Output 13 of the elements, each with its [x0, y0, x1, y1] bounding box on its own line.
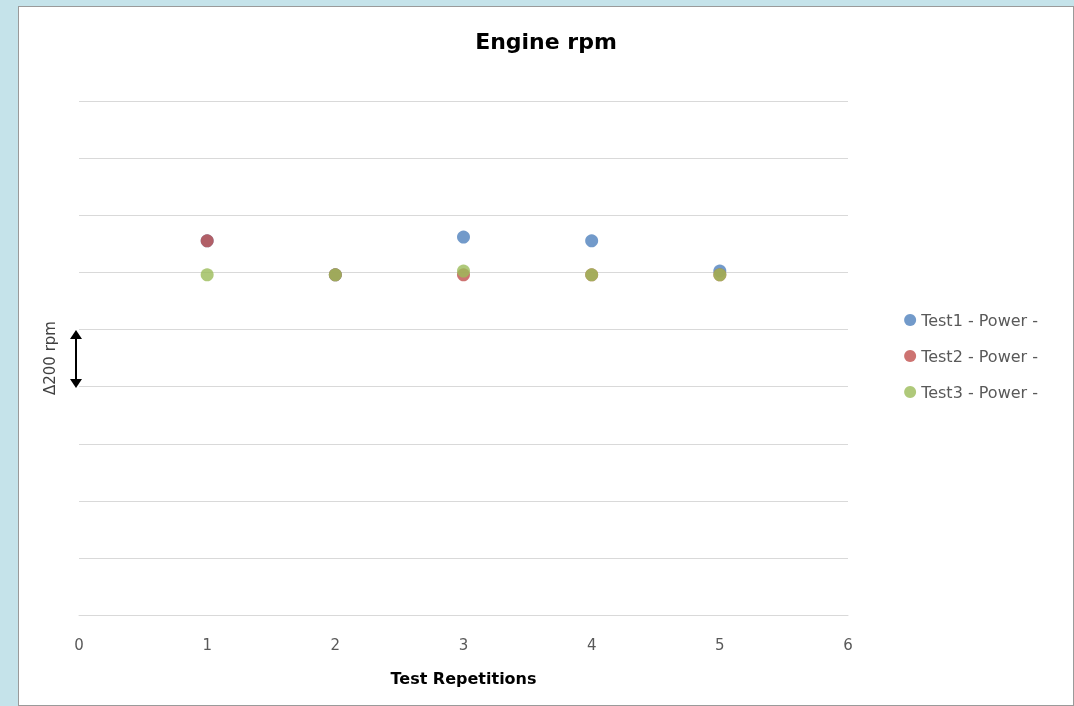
legend-label: Test1 - Power - [920, 310, 1039, 330]
x-tick-label: 4 [586, 635, 597, 654]
legend-label: Test2 - Power - [920, 346, 1039, 366]
x-tick-label: 0 [74, 635, 84, 654]
legend-label: Test3 - Power - [920, 382, 1039, 402]
x-axis-title: Test Repetitions [390, 668, 537, 688]
y-axis-title: Δ200 rpm [40, 321, 59, 395]
x-tick-label: 5 [715, 635, 725, 654]
x-tick-label: 1 [202, 635, 212, 654]
x-tick-label: 3 [458, 635, 469, 654]
x-tick-label: 6 [843, 635, 853, 654]
chart-title: Engine rpm [475, 28, 617, 54]
x-tick-label: 2 [330, 635, 341, 654]
